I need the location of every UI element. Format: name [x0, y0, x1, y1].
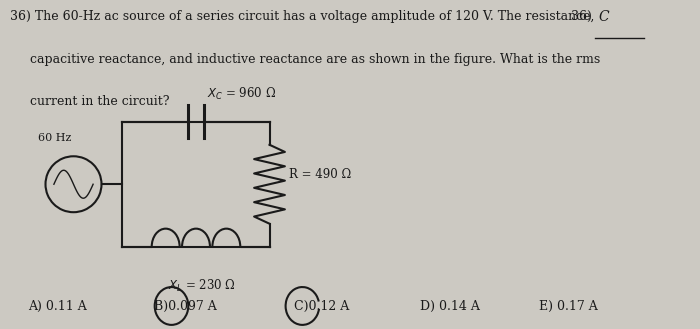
- Text: 36) The 60-Hz ac source of a series circuit has a voltage amplitude of 120 V. Th: 36) The 60-Hz ac source of a series circ…: [10, 10, 595, 23]
- Text: R = 490 Ω: R = 490 Ω: [289, 168, 351, 181]
- Text: D) 0.14 A: D) 0.14 A: [420, 299, 480, 313]
- Text: E) 0.17 A: E) 0.17 A: [539, 299, 598, 313]
- Text: capacitive reactance, and inductive reactance are as shown in the figure. What i: capacitive reactance, and inductive reac…: [10, 53, 601, 66]
- Text: C: C: [598, 10, 609, 24]
- Text: current in the circuit?: current in the circuit?: [10, 95, 170, 109]
- Text: C)0.12 A: C)0.12 A: [294, 299, 349, 313]
- Text: 36): 36): [570, 10, 592, 23]
- Text: $X_L$ = 230 Ω: $X_L$ = 230 Ω: [168, 278, 236, 294]
- Text: A) 0.11 A: A) 0.11 A: [28, 299, 87, 313]
- Text: $X_C$ = 960 Ω: $X_C$ = 960 Ω: [206, 86, 276, 102]
- Text: 60 Hz: 60 Hz: [38, 133, 72, 143]
- Text: B)0.097 A: B)0.097 A: [154, 299, 217, 313]
